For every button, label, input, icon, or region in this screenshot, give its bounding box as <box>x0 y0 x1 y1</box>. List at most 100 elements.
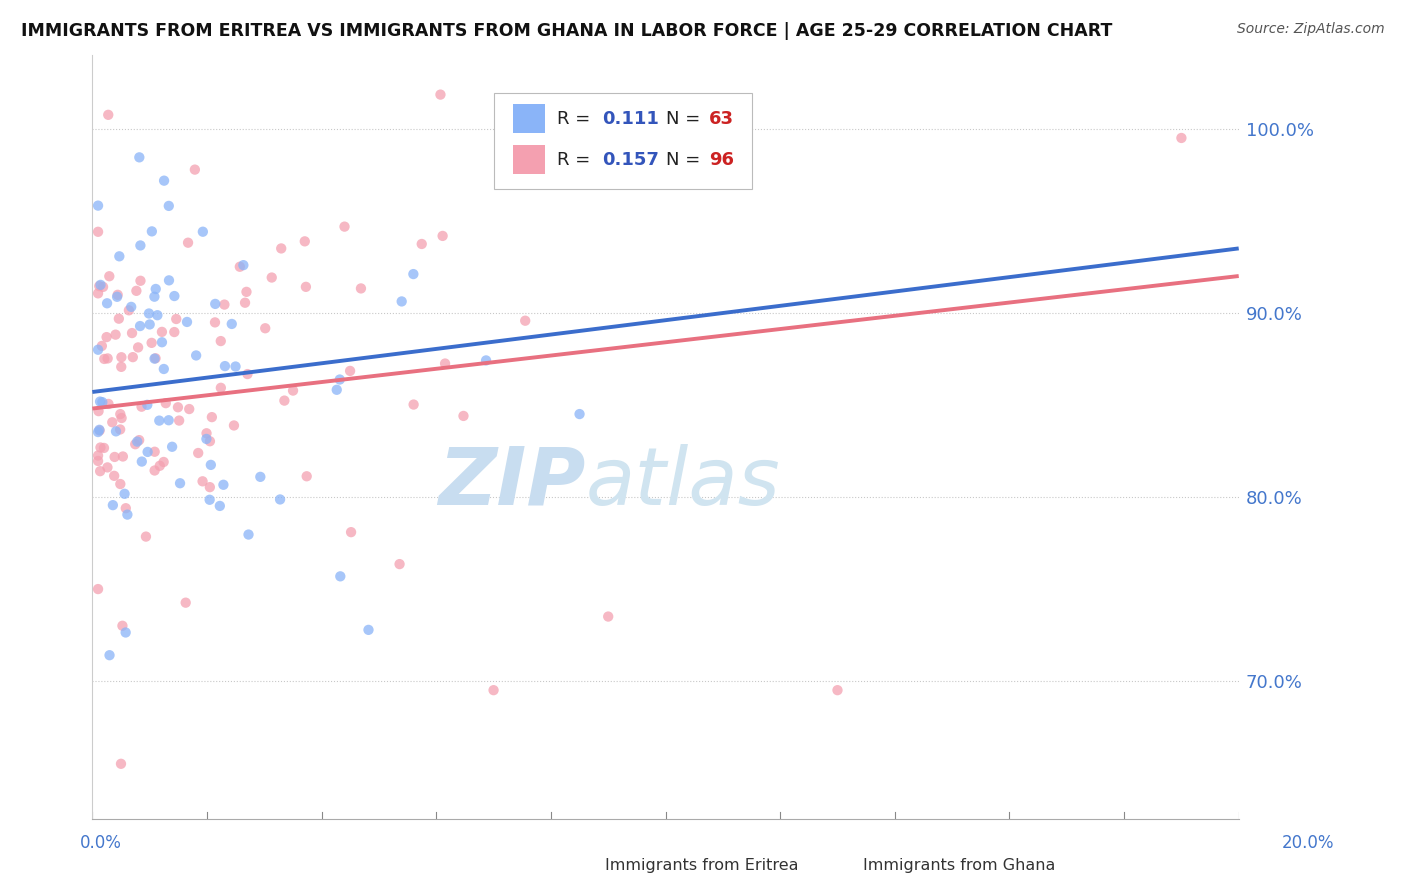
Point <box>232 258 254 272</box>
Point <box>333 219 356 234</box>
Point <box>128 433 150 447</box>
Text: Immigrants from Ghana: Immigrants from Ghana <box>863 858 1056 872</box>
Point <box>104 450 127 464</box>
Point <box>114 501 136 516</box>
Point <box>568 407 591 421</box>
Point <box>475 353 498 368</box>
Point <box>96 296 118 310</box>
Point <box>198 480 221 494</box>
Point <box>110 756 132 771</box>
Point <box>179 402 201 417</box>
Point <box>598 609 620 624</box>
Point <box>138 306 160 320</box>
Point <box>120 300 142 314</box>
Point <box>105 290 128 304</box>
Point <box>163 325 186 339</box>
Point <box>167 413 190 427</box>
Point <box>432 228 454 243</box>
Point <box>98 269 121 284</box>
Point <box>145 282 167 296</box>
Point <box>482 683 505 698</box>
Point <box>221 317 243 331</box>
Point <box>295 280 318 294</box>
Point <box>89 277 111 292</box>
Point <box>96 330 118 344</box>
Point <box>1170 131 1192 145</box>
Point <box>204 315 226 329</box>
Point <box>212 477 235 491</box>
Point <box>87 404 110 418</box>
Point <box>121 326 143 340</box>
Point <box>411 237 433 252</box>
Point <box>402 267 425 281</box>
Bar <box>513 104 546 133</box>
Point <box>97 397 120 411</box>
Point <box>388 557 411 571</box>
Point <box>127 340 149 354</box>
Point <box>191 225 214 239</box>
Point <box>214 297 236 311</box>
Point <box>273 393 295 408</box>
Point <box>108 422 131 436</box>
Point <box>143 463 166 477</box>
Point <box>260 270 283 285</box>
Point <box>195 426 218 441</box>
Point <box>270 242 292 256</box>
Point <box>340 525 363 540</box>
Point <box>204 297 226 311</box>
Point <box>128 150 150 164</box>
Text: 20.0%: 20.0% <box>1281 834 1334 852</box>
Point <box>191 475 214 489</box>
Point <box>235 285 257 299</box>
Point <box>143 290 166 304</box>
Bar <box>513 145 546 174</box>
Text: 0.111: 0.111 <box>603 110 659 128</box>
Text: 63: 63 <box>709 110 734 128</box>
Point <box>269 492 291 507</box>
Point <box>91 395 114 409</box>
Point <box>150 335 173 350</box>
Point <box>89 423 111 437</box>
Point <box>101 498 124 512</box>
Point <box>229 260 252 274</box>
Point <box>110 411 132 425</box>
Point <box>136 398 159 412</box>
Point <box>110 359 132 374</box>
Point <box>111 450 134 464</box>
Point <box>160 440 183 454</box>
Point <box>187 446 209 460</box>
Point <box>87 582 110 596</box>
Point <box>326 383 349 397</box>
Point <box>125 284 148 298</box>
Point <box>339 364 361 378</box>
Point <box>198 434 221 449</box>
Point <box>138 318 160 332</box>
Point <box>110 350 132 364</box>
Point <box>87 449 110 463</box>
Point <box>249 470 271 484</box>
Text: Source: ZipAtlas.com: Source: ZipAtlas.com <box>1237 22 1385 37</box>
Text: R =: R = <box>557 151 596 169</box>
Point <box>294 235 316 249</box>
Point <box>186 348 208 362</box>
Point <box>97 108 120 122</box>
Point <box>108 249 131 263</box>
Point <box>163 289 186 303</box>
Point <box>149 458 172 473</box>
Point <box>254 321 277 335</box>
Point <box>129 319 152 334</box>
Point <box>143 444 166 458</box>
Point <box>155 396 177 410</box>
Point <box>87 199 110 213</box>
Point <box>153 362 176 376</box>
Point <box>281 384 304 398</box>
Point <box>118 303 141 318</box>
Point <box>93 441 115 455</box>
Point <box>157 199 180 213</box>
Point <box>515 314 537 328</box>
Point <box>150 325 173 339</box>
Point <box>157 273 180 287</box>
Point <box>184 162 207 177</box>
Point <box>329 372 352 386</box>
Point <box>110 407 132 421</box>
